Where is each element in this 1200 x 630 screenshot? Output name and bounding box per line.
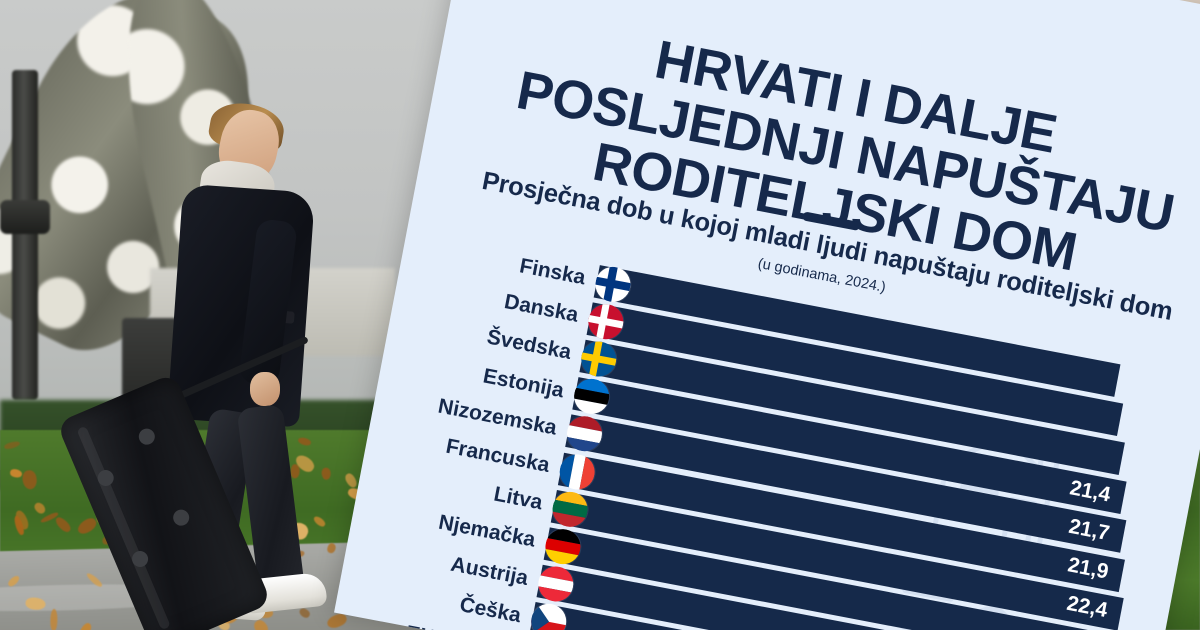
bar-value-label — [1106, 417, 1120, 420]
flag-icon-de — [542, 526, 584, 568]
bar-value-label: 21,7 — [1066, 514, 1112, 545]
bar-value-label: 21,9 — [1065, 553, 1111, 584]
flag-icon-nl — [563, 413, 605, 455]
flag-icon-cz — [528, 601, 570, 630]
bar-value-label — [1104, 378, 1118, 381]
flag-icon-lt — [549, 488, 591, 530]
leaf — [49, 609, 58, 630]
bar-value-label — [1108, 456, 1122, 459]
man-walking — [56, 97, 470, 630]
bar-value-label: 21,4 — [1067, 476, 1113, 507]
hand — [250, 372, 280, 406]
infographic-card: HRVATI I DALJE POSLJEDNJI NAPUŠTAJU RODI… — [334, 0, 1200, 630]
flag-icon-at — [535, 563, 577, 605]
flag-icon-ee — [571, 376, 613, 417]
lamppost — [0, 70, 50, 400]
flag-icon-fr — [556, 451, 598, 493]
bar-value-label: 22,4 — [1064, 592, 1110, 623]
